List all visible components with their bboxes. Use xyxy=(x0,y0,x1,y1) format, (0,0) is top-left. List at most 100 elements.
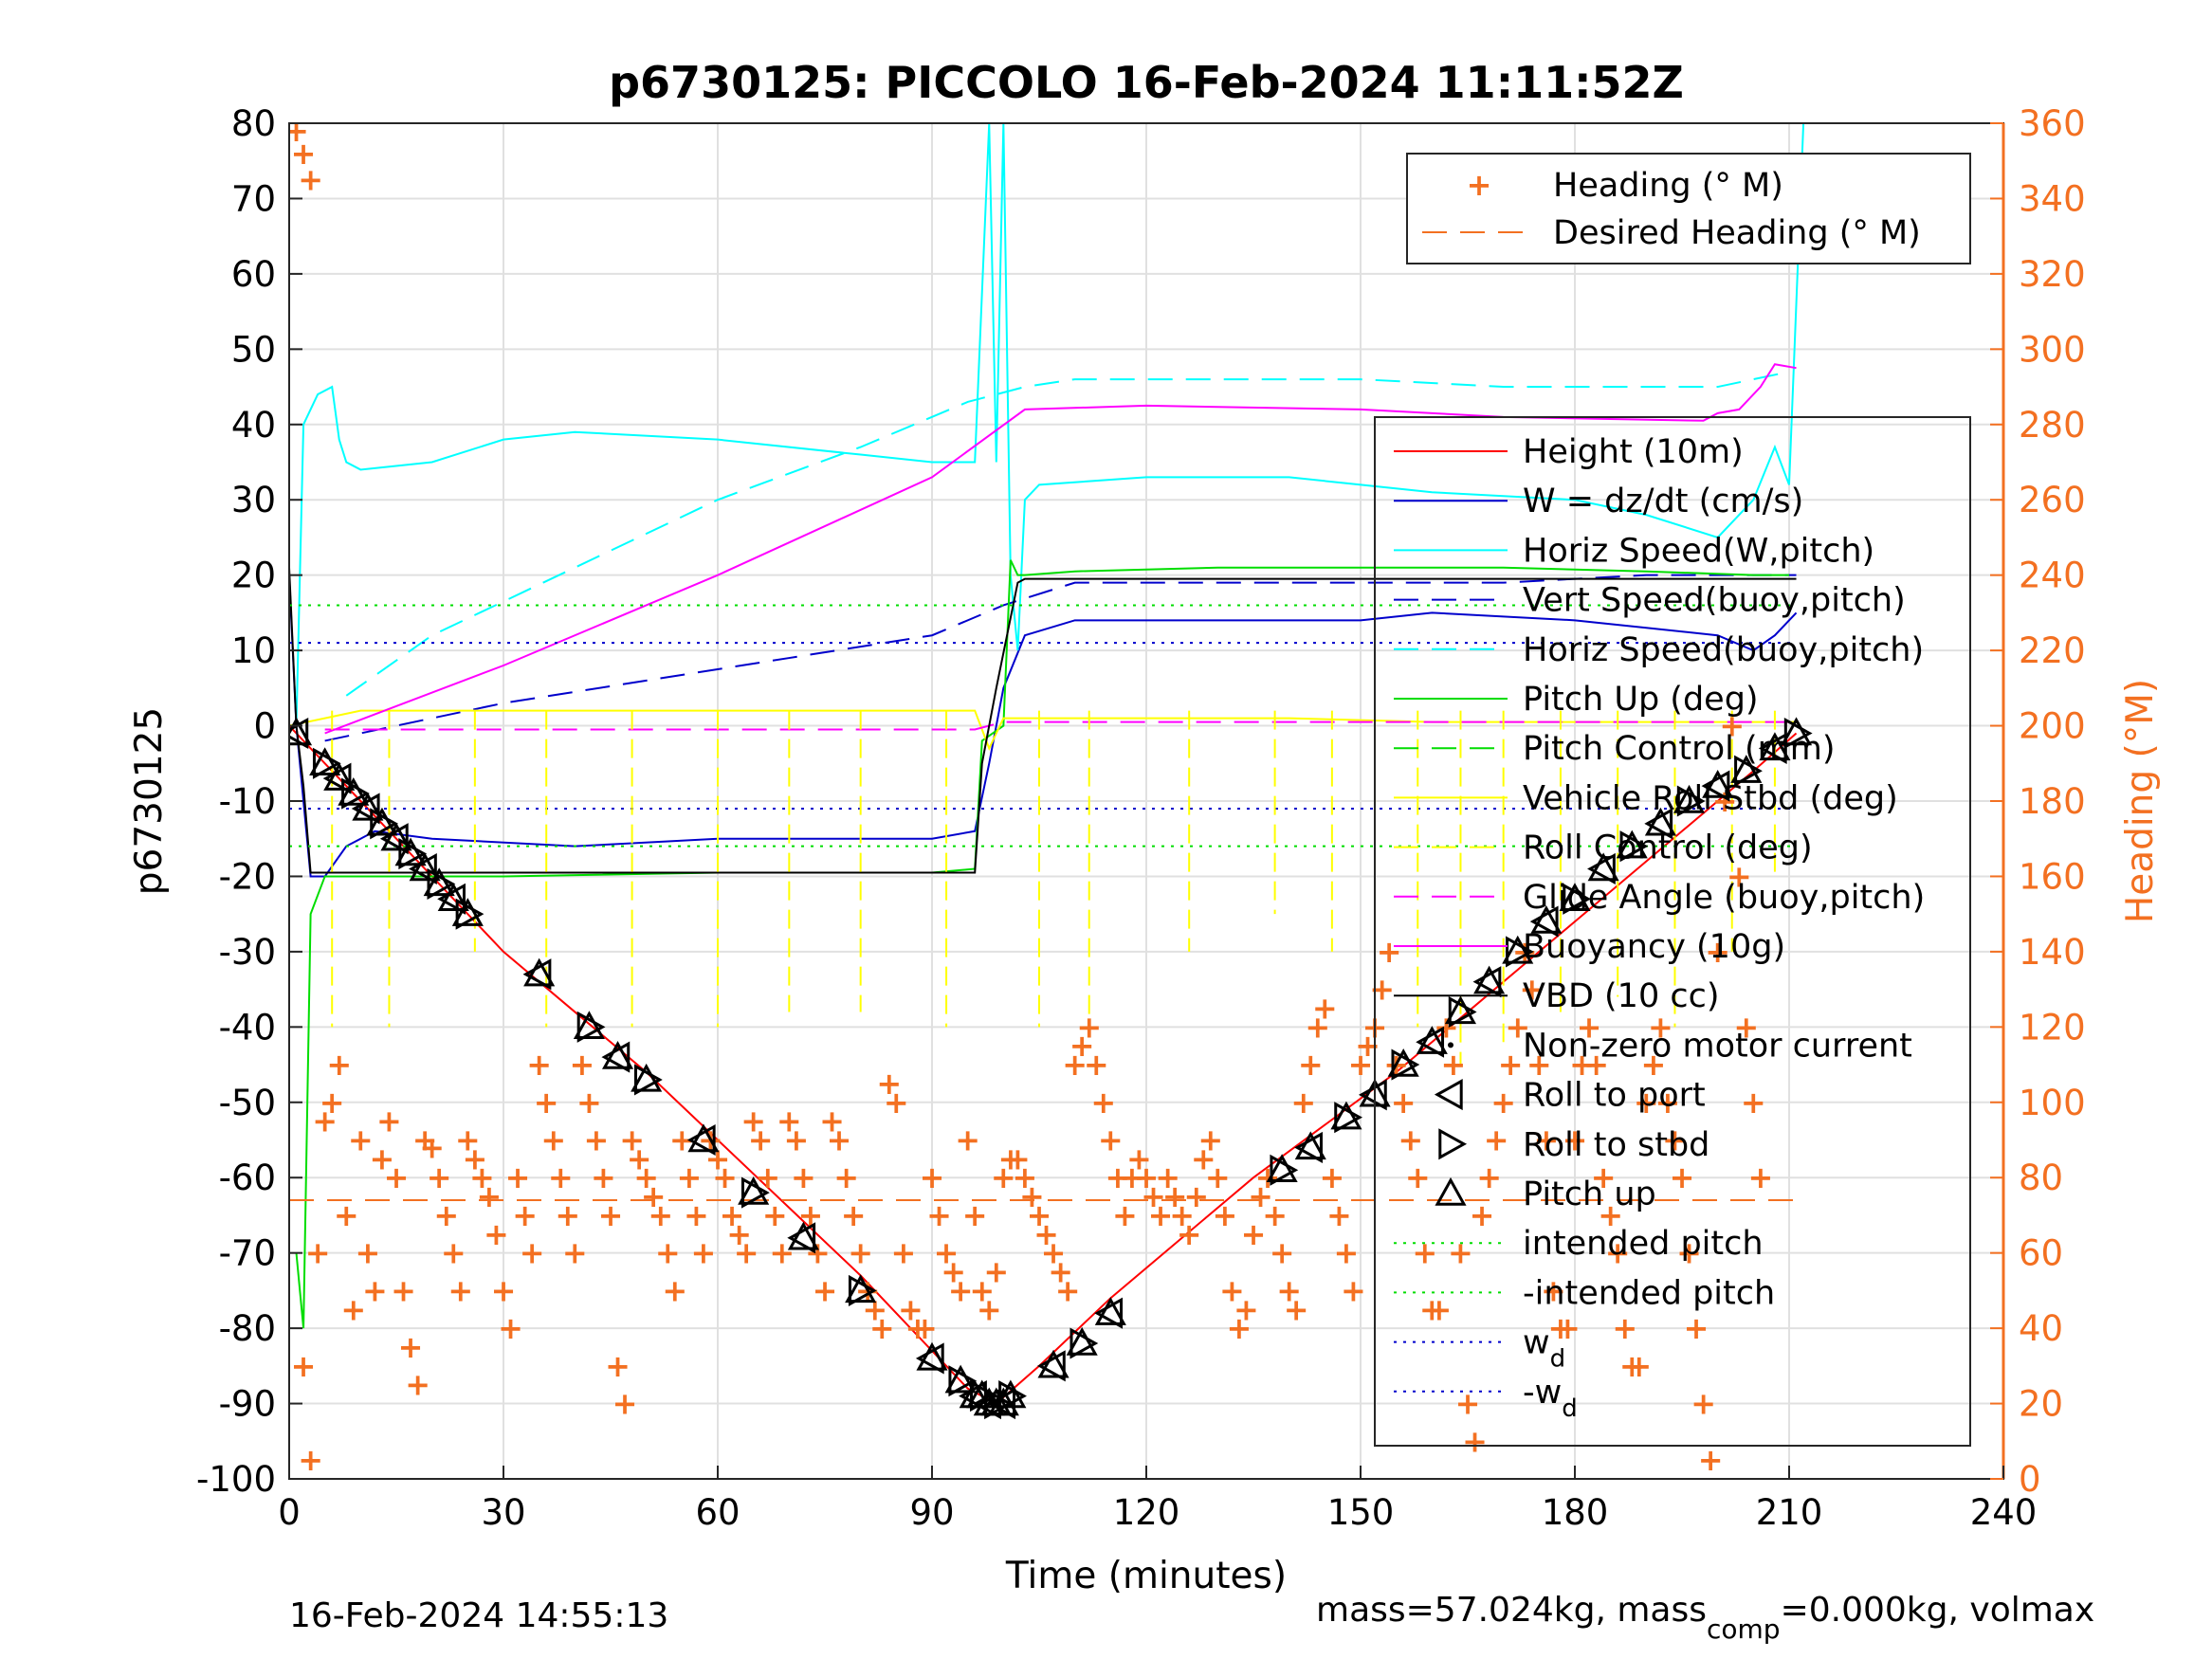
heading-point: + xyxy=(1490,1085,1516,1121)
heading-point: + xyxy=(1563,1122,1588,1158)
heading-point: + xyxy=(419,1129,445,1165)
heading-point: + xyxy=(1598,1197,1623,1233)
y-tick-label: 70 xyxy=(231,178,276,219)
heading-point: + xyxy=(1069,1028,1095,1064)
footer-mass: mass=57.024kg, masscomp=0.000kg, volmax xyxy=(1316,1591,2094,1645)
y2-tick-label: 340 xyxy=(2019,178,2086,219)
heading-point: + xyxy=(1626,1348,1652,1384)
roll-stbd-marker xyxy=(1676,785,1706,817)
pitch-up-marker xyxy=(944,1364,977,1394)
roll-port-marker xyxy=(409,852,437,885)
heading-point: + xyxy=(1591,1159,1617,1195)
legend-label: -intended pitch xyxy=(1523,1274,1775,1312)
heading-point: + xyxy=(1048,1254,1073,1290)
heading-point: + xyxy=(1177,1216,1202,1252)
x-tick-label: 0 xyxy=(278,1492,301,1533)
pitch-up-marker xyxy=(1037,1349,1069,1378)
heading-point: + xyxy=(1634,1085,1659,1121)
pitch-up-marker xyxy=(1530,905,1563,934)
pitch-up-marker xyxy=(451,898,484,926)
y2-tick-label: 80 xyxy=(2019,1158,2063,1198)
series-w-dz-dt-cm-s xyxy=(289,574,1798,878)
heading-point: + xyxy=(819,1103,845,1139)
heading-point: + xyxy=(1219,1272,1245,1308)
heading-point: + xyxy=(534,1085,559,1121)
roll-stbd-marker xyxy=(1563,883,1592,915)
legend-label: Vehicle Roll Stbd (deg) xyxy=(1523,779,1898,817)
pitch-up-marker xyxy=(995,1379,1027,1409)
heading-point: + xyxy=(348,1122,374,1158)
roll-port-marker xyxy=(1358,1079,1387,1111)
heading-point: + xyxy=(370,1140,395,1176)
heading-point: + xyxy=(526,1047,552,1083)
legend-top-label: Heading (° M) xyxy=(1553,167,1783,205)
heading-point: + xyxy=(1426,1291,1452,1327)
heading-point: + xyxy=(734,1235,759,1271)
heading-point: + xyxy=(791,1159,816,1195)
heading-point: + xyxy=(1419,1291,1445,1327)
pitch-up-marker xyxy=(601,1041,634,1069)
series-glide-angle-buoy-pitch xyxy=(324,720,1797,731)
y2-tick-label: 300 xyxy=(2019,329,2086,370)
y2-tick-label: 280 xyxy=(2019,405,2086,446)
heading-point: + xyxy=(491,1272,517,1308)
pitch-up-marker xyxy=(1587,852,1619,882)
pitch-up-marker xyxy=(338,776,370,806)
roll-stbd-marker xyxy=(312,747,341,779)
heading-point: + xyxy=(1241,1216,1267,1252)
roll-stbd-marker xyxy=(427,867,456,900)
heading-point: + xyxy=(1205,1159,1231,1195)
x-tick-label: 90 xyxy=(909,1492,954,1533)
pitch-up-marker xyxy=(1066,1326,1098,1356)
y-tick-label: -40 xyxy=(219,1007,276,1048)
y-tick-label: 10 xyxy=(231,630,276,671)
heading-point: + xyxy=(462,1140,487,1176)
heading-point: + xyxy=(1270,1235,1295,1271)
roll-port-marker xyxy=(1472,966,1502,998)
heading-point: + xyxy=(726,1216,752,1252)
heading-point: + xyxy=(1348,1047,1374,1083)
heading-point: + xyxy=(1648,1009,1673,1045)
y-tick-label: -20 xyxy=(219,856,276,897)
heading-point: + xyxy=(1691,1386,1716,1422)
heading-point: + xyxy=(991,1159,1016,1195)
pitch-up-marker xyxy=(1559,883,1591,911)
heading-point: + xyxy=(920,1159,945,1195)
footer-mass-sub: comp xyxy=(1707,1613,1781,1645)
heading-point: + xyxy=(505,1159,531,1195)
heading-point: + xyxy=(983,1254,1009,1290)
heading-point: + xyxy=(1134,1159,1160,1195)
heading-point: + xyxy=(1041,1235,1067,1271)
heading-point: + xyxy=(391,1272,416,1308)
heading-point: + xyxy=(1126,1140,1152,1176)
heading-point: + xyxy=(876,1066,902,1102)
heading-point: + xyxy=(1727,858,1752,894)
heading-point: + xyxy=(520,1235,545,1271)
heading-point: + xyxy=(1747,1159,1773,1195)
heading-point: + xyxy=(676,1159,702,1195)
roll-port-marker xyxy=(1294,1131,1323,1163)
heading-point: + xyxy=(1341,1272,1366,1308)
roll-stbd-marker xyxy=(1448,995,1477,1028)
pitch-up-marker xyxy=(1616,830,1648,859)
series-horiz-speed-buoy-pitch xyxy=(345,371,1790,697)
series-vert-speed-buoy-pitch xyxy=(324,574,1797,742)
heading-point: + xyxy=(997,1140,1023,1176)
y-axis-label: p6730125 xyxy=(128,707,171,895)
heading-point: + xyxy=(1276,1272,1302,1308)
heading-point: + xyxy=(633,1159,659,1195)
pitch-up-marker xyxy=(1266,1154,1298,1182)
heading-point: + xyxy=(805,1235,831,1271)
y-tick-label: 20 xyxy=(231,556,276,596)
heading-point: + xyxy=(884,1085,909,1121)
heading-point: + xyxy=(1019,1178,1045,1214)
roll-stbd-marker xyxy=(370,808,399,840)
heading-point: + xyxy=(712,1159,738,1195)
y-tick-label: -100 xyxy=(196,1459,276,1500)
roll-stbd-marker xyxy=(1391,1048,1420,1081)
heading-point: + xyxy=(376,1103,402,1139)
heading-point: + xyxy=(1676,1235,1702,1271)
heading-point: + xyxy=(1662,1122,1688,1158)
heading-point: + xyxy=(1197,1122,1223,1158)
heading-point: + xyxy=(1455,1386,1481,1422)
